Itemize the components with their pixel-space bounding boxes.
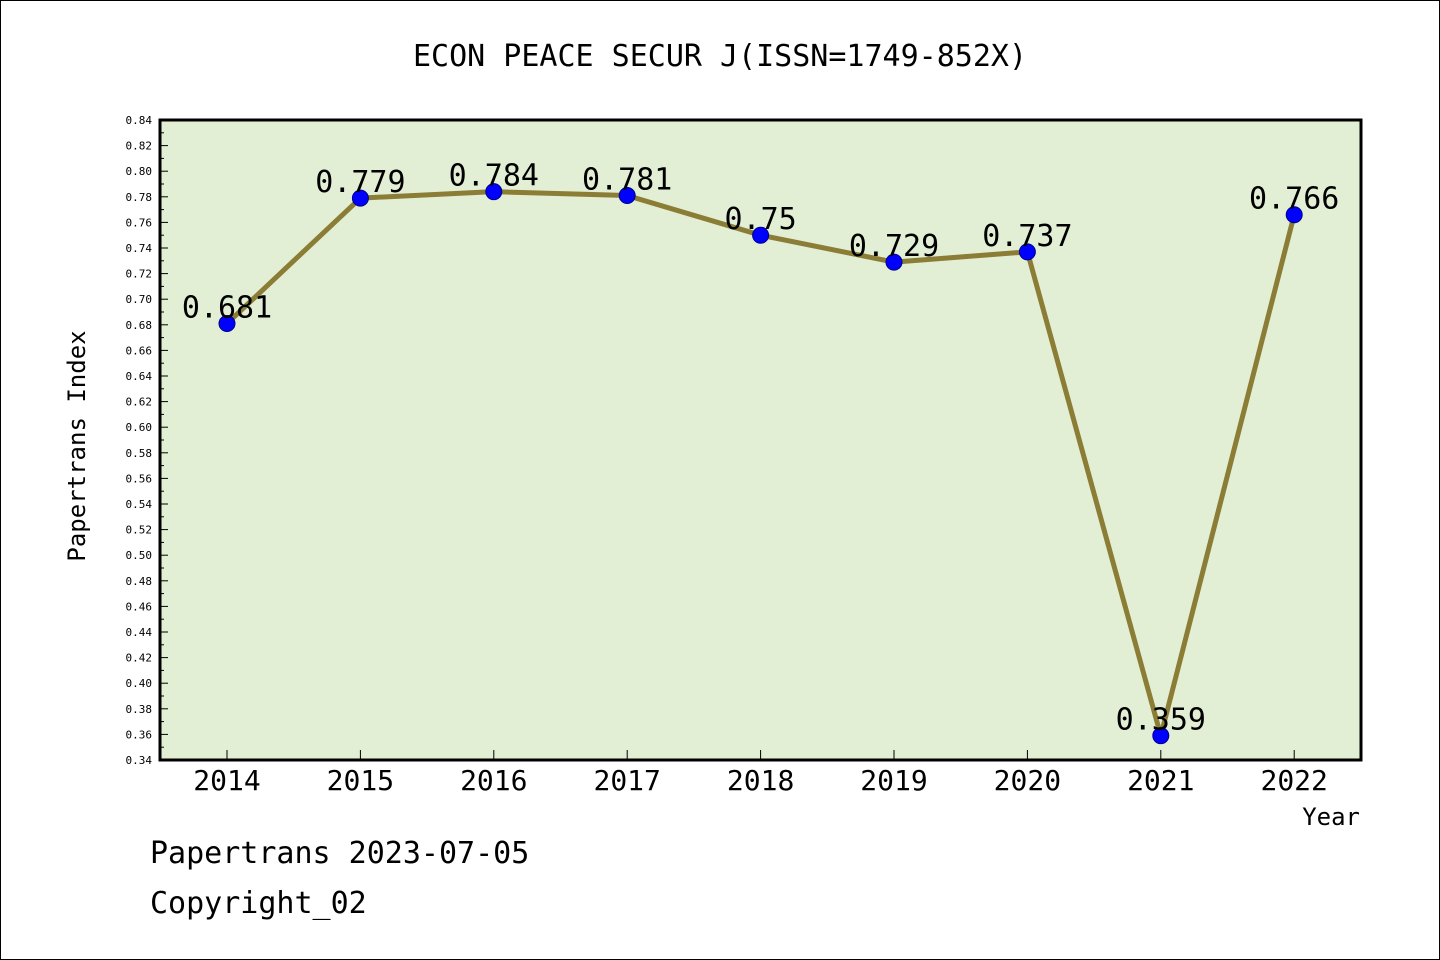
plot-border [158,118,1363,762]
y-tick-label: 0.72 [126,268,153,281]
y-tick-label: 0.44 [126,626,153,639]
data-points [218,183,1303,745]
y-tick-label: 0.36 [126,728,153,741]
y-tick-label: 0.42 [126,652,153,665]
data-label-2016: 0.784 [449,159,539,194]
y-tick-label: 0.38 [126,703,153,716]
y-axis-label: Papertrans Index [63,330,91,561]
data-point-2016 [485,183,503,201]
y-tick-label: 0.68 [126,319,153,332]
x-axis-label: Year [1302,803,1360,831]
y-tick-label: 0.54 [126,498,153,511]
plot-area [160,120,1361,760]
y-tick-label: 0.64 [126,370,153,383]
y-tick-label: 0.40 [126,677,153,690]
y-tick-label: 0.66 [126,344,153,357]
y-tick-label: 0.76 [126,216,153,229]
data-label-2015: 0.779 [315,165,405,200]
y-tick-label: 0.84 [126,114,153,127]
y-tick-label: 0.52 [126,524,153,537]
data-point-2021 [1152,727,1170,745]
data-label-2017: 0.781 [582,163,672,198]
y-tick-label: 0.82 [126,140,153,153]
data-point-2017 [618,187,636,205]
data-label-2019: 0.729 [849,229,939,264]
y-tick-label: 0.74 [126,242,153,255]
data-labels: 0.681 0.779 0.784 0.781 0.75 0.729 0.737 0.359 0… [182,159,1340,738]
data-point-2014 [218,315,236,333]
y-tick-label: 0.34 [126,754,153,767]
data-point-2015 [351,189,369,207]
y-axis-ticks: 0.34 0.36 0.38 0.40 0.42 0.44 0.46 0.48 0.50 0.52… [126,114,168,767]
x-tick-label: 2017 [593,764,660,797]
y-tick-label: 0.48 [126,575,153,588]
x-tick-label: 2022 [1260,764,1327,797]
data-point-2018 [752,226,770,244]
data-label-2021: 0.359 [1116,703,1206,738]
x-tick-label: 2021 [1127,764,1194,797]
x-tick-label: 2018 [727,764,794,797]
x-tick-label: 2019 [860,764,927,797]
data-point-2019 [885,253,903,271]
y-tick-label: 0.78 [126,191,153,204]
y-tick-label: 0.56 [126,472,153,485]
y-tick-label: 0.62 [126,396,153,409]
x-tick-label: 2014 [193,764,260,797]
y-tick-label: 0.70 [126,293,153,306]
footer-date: Papertrans 2023-07-05 [150,836,530,871]
data-label-2020: 0.737 [982,219,1072,254]
y-tick-label: 0.58 [126,447,153,460]
y-tick-label: 0.80 [126,165,153,178]
footer-copyright: Copyright_02 [150,886,367,921]
data-point-2020 [1018,243,1036,261]
data-point-2022 [1285,206,1303,224]
chart-title: ECON PEACE SECUR J(ISSN=1749-852X) [413,39,1027,74]
data-label-2014: 0.681 [182,291,272,326]
x-tick-label: 2016 [460,764,527,797]
x-axis-ticks: 2014 2015 2016 2017 2018 2019 2020 2021 2022 [193,750,1328,797]
y-tick-label: 0.50 [126,549,153,562]
y-tick-label: 0.46 [126,600,153,613]
data-label-2022: 0.766 [1249,182,1339,217]
x-tick-label: 2020 [994,764,1061,797]
y-tick-label: 0.60 [126,421,153,434]
x-tick-label: 2015 [327,764,394,797]
data-label-2018: 0.75 [724,202,796,237]
